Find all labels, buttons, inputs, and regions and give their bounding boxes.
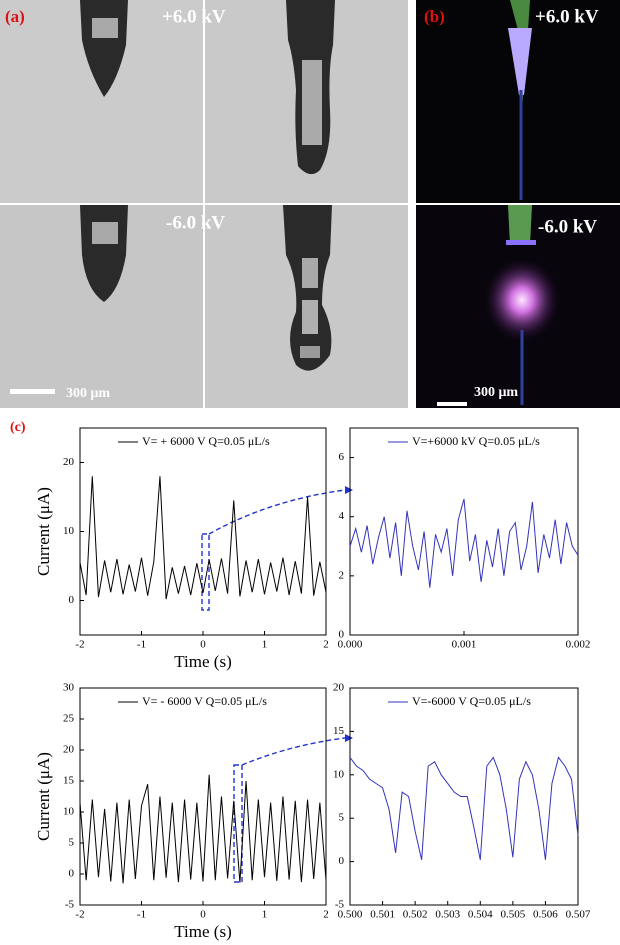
y-tick-label: 25 <box>63 713 75 725</box>
x-tick-label: 2 <box>323 639 329 651</box>
y-tick-label: 5 <box>339 812 345 824</box>
y-tick-label: 0 <box>339 629 345 641</box>
zoom-arrow <box>345 486 353 494</box>
y-tick-label: 30 <box>63 682 75 694</box>
data-line <box>349 498 579 588</box>
y-tick-label: 10 <box>333 768 345 780</box>
x-tick-label: 1 <box>262 909 268 921</box>
y-tick-label: -5 <box>335 899 345 911</box>
voltage-label: -6.0 kV <box>166 212 225 233</box>
voltage-label: +6.0 kV <box>162 6 226 27</box>
zoom-arrow <box>345 734 353 742</box>
legend-label: V=+6000 kV Q=0.05 μL/s <box>412 434 540 448</box>
x-tick-label: 2 <box>323 909 329 921</box>
x-tick-label: 0.002 <box>566 639 591 651</box>
y-tick-label: 20 <box>63 744 75 756</box>
x-tick-label: 0.501 <box>370 909 395 921</box>
x-tick-label: 0 <box>200 639 206 651</box>
voltage-label: +6.0 kV <box>535 6 599 27</box>
photo-panel-a <box>0 0 408 408</box>
x-tick-label: 1 <box>262 639 268 651</box>
data-line <box>349 756 579 860</box>
y-tick-label: 0 <box>69 594 75 606</box>
x-tick-label: -2 <box>75 909 84 921</box>
photo-panel-b <box>416 0 620 408</box>
x-tick-label: 0.500 <box>338 909 363 921</box>
x-tick-label: 0.506 <box>533 909 558 921</box>
y-axis-label: Current (μA) <box>34 487 53 576</box>
y-tick-label: 20 <box>63 456 75 468</box>
y-tick-label: 0 <box>339 855 345 867</box>
plot-frame <box>349 687 579 906</box>
legend-label: V= + 6000 V Q=0.05 μL/s <box>142 434 270 448</box>
x-tick-label: -1 <box>137 909 146 921</box>
x-tick-label: 0.507 <box>566 909 591 921</box>
x-tick-label: 0.505 <box>500 909 525 921</box>
panel-label: (c) <box>10 420 26 435</box>
x-tick-label: -2 <box>75 639 84 651</box>
y-tick-label: 10 <box>63 806 75 818</box>
x-tick-label: 0.000 <box>338 639 363 651</box>
x-tick-label: 0.001 <box>452 639 477 651</box>
legend-label: V=-6000 V Q=0.05 μL/s <box>412 694 531 708</box>
x-tick-label: 0.502 <box>403 909 428 921</box>
y-tick-label: 15 <box>63 775 75 787</box>
x-tick-label: 0.504 <box>468 909 493 921</box>
legend-label: V= - 6000 V Q=0.05 μL/s <box>142 694 267 708</box>
scale-label: 300 μm <box>474 385 518 400</box>
y-tick-label: 0 <box>69 868 75 880</box>
y-axis-label: Current (μA) <box>34 752 53 841</box>
panel-label: (b) <box>424 7 445 26</box>
y-tick-label: 6 <box>339 451 345 463</box>
x-tick-label: -1 <box>137 639 146 651</box>
y-tick-label: -5 <box>65 899 75 911</box>
zoom-indicator <box>201 489 346 883</box>
y-tick-label: 20 <box>333 682 345 694</box>
x-axis-label: Time (s) <box>174 922 231 941</box>
plot-frame <box>79 687 327 906</box>
y-tick-label: 4 <box>339 510 345 522</box>
y-tick-label: 15 <box>333 725 345 737</box>
x-tick-label: 0.503 <box>435 909 460 921</box>
voltage-label: -6.0 kV <box>538 216 597 237</box>
data-line <box>79 476 327 600</box>
plot-frame <box>79 427 327 636</box>
x-axis-label: Time (s) <box>174 652 231 671</box>
y-tick-label: 10 <box>63 525 75 537</box>
scale-label: 300 μm <box>66 386 110 401</box>
panel-label: (a) <box>5 7 25 26</box>
x-tick-label: 0 <box>200 909 206 921</box>
y-tick-label: 2 <box>339 569 345 581</box>
plot-frame <box>349 427 579 636</box>
y-tick-label: 5 <box>69 837 75 849</box>
data-line <box>79 774 327 884</box>
